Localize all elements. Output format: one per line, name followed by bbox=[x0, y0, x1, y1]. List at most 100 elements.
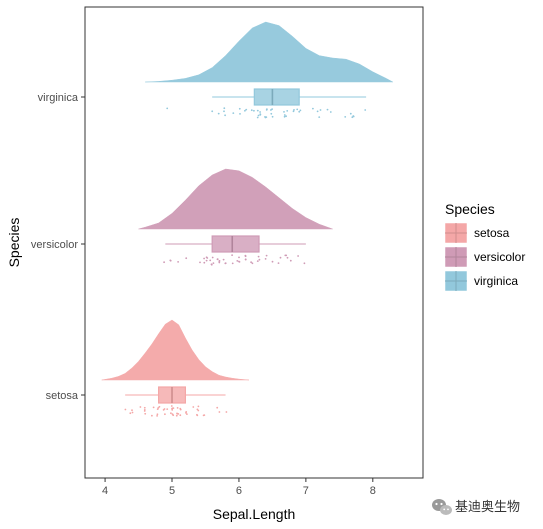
box-versicolor bbox=[211, 235, 260, 253]
point-virginica bbox=[250, 109, 253, 112]
point-setosa bbox=[172, 407, 175, 409]
point-versicolor bbox=[199, 261, 201, 264]
wechat-icon bbox=[432, 499, 452, 515]
point-virginica bbox=[259, 111, 261, 113]
legend-label-versicolor: versicolor bbox=[474, 250, 525, 264]
point-virginica bbox=[293, 109, 295, 111]
point-versicolor bbox=[277, 262, 280, 264]
point-setosa bbox=[197, 405, 200, 408]
point-versicolor bbox=[222, 258, 225, 261]
point-virginica bbox=[244, 109, 246, 112]
point-setosa bbox=[129, 412, 132, 415]
point-versicolor bbox=[205, 259, 208, 262]
point-virginica bbox=[298, 110, 301, 113]
point-virginica bbox=[326, 108, 329, 111]
point-versicolor bbox=[256, 260, 259, 262]
point-versicolor bbox=[206, 257, 209, 259]
point-setosa bbox=[139, 406, 142, 408]
point-virginica bbox=[316, 110, 319, 113]
point-virginica bbox=[318, 116, 321, 118]
point-setosa bbox=[144, 412, 147, 415]
point-versicolor bbox=[238, 260, 240, 263]
x-axis-title: Sepal.Length bbox=[213, 506, 296, 522]
point-virginica bbox=[211, 110, 214, 113]
point-virginica bbox=[299, 109, 302, 112]
legend-title: Species bbox=[445, 201, 495, 217]
watermark-text: 基迪奥生物 bbox=[455, 500, 520, 515]
point-setosa bbox=[179, 407, 182, 410]
point-setosa bbox=[176, 412, 179, 415]
point-setosa bbox=[171, 413, 174, 416]
point-versicolor bbox=[218, 260, 221, 262]
point-virginica bbox=[364, 109, 367, 111]
density-layer bbox=[101, 21, 394, 381]
legend-label-virginica: virginica bbox=[474, 274, 518, 288]
point-virginica bbox=[239, 113, 241, 115]
point-setosa bbox=[202, 414, 205, 417]
point-setosa bbox=[196, 408, 199, 411]
y-tick-label: virginica bbox=[38, 92, 79, 104]
point-virginica bbox=[257, 114, 260, 117]
point-virginica bbox=[253, 109, 255, 112]
point-versicolor bbox=[163, 261, 166, 264]
plot-panel-border bbox=[84, 6, 424, 479]
point-versicolor bbox=[210, 263, 213, 266]
point-virginica bbox=[344, 116, 347, 118]
point-versicolor bbox=[224, 262, 227, 265]
point-setosa bbox=[225, 411, 228, 413]
point-setosa bbox=[152, 406, 155, 409]
point-versicolor bbox=[297, 255, 299, 257]
point-setosa bbox=[151, 414, 153, 417]
x-tick-label: 6 bbox=[236, 485, 242, 497]
point-virginica bbox=[166, 107, 169, 110]
point-setosa bbox=[143, 409, 146, 411]
density-versicolor bbox=[138, 168, 333, 230]
point-virginica bbox=[283, 115, 286, 118]
point-virginica bbox=[256, 109, 259, 112]
y-tick-label: setosa bbox=[46, 390, 79, 402]
point-virginica bbox=[224, 114, 227, 117]
point-virginica bbox=[256, 116, 259, 119]
point-versicolor bbox=[218, 261, 221, 264]
point-virginica bbox=[245, 108, 248, 111]
point-setosa bbox=[164, 413, 166, 416]
point-versicolor bbox=[177, 261, 180, 263]
point-versicolor bbox=[231, 254, 234, 256]
point-virginica bbox=[266, 108, 268, 111]
point-versicolor bbox=[285, 254, 288, 257]
point-virginica bbox=[319, 109, 322, 111]
point-setosa bbox=[185, 412, 187, 414]
point-virginica bbox=[296, 108, 299, 111]
point-virginica bbox=[351, 116, 354, 119]
point-virginica bbox=[223, 107, 226, 110]
point-virginica bbox=[283, 111, 285, 113]
density-virginica bbox=[145, 21, 394, 83]
x-tick-label: 7 bbox=[303, 485, 309, 497]
x-tick-label: 8 bbox=[370, 485, 376, 497]
point-setosa bbox=[131, 411, 134, 414]
point-versicolor bbox=[265, 254, 268, 257]
point-versicolor bbox=[216, 258, 219, 261]
point-setosa bbox=[156, 413, 159, 416]
point-setosa bbox=[170, 412, 172, 415]
point-versicolor bbox=[257, 255, 260, 258]
point-versicolor bbox=[251, 262, 254, 265]
point-setosa bbox=[158, 405, 161, 408]
point-versicolor bbox=[236, 260, 239, 262]
point-versicolor bbox=[264, 258, 267, 260]
point-setosa bbox=[218, 411, 221, 413]
point-virginica bbox=[270, 109, 272, 111]
point-versicolor bbox=[303, 262, 306, 265]
box-layer bbox=[125, 88, 367, 404]
point-versicolor bbox=[271, 260, 274, 263]
point-virginica bbox=[352, 115, 355, 117]
point-setosa bbox=[124, 408, 127, 411]
point-virginica bbox=[292, 110, 295, 113]
point-virginica bbox=[270, 112, 273, 115]
point-virginica bbox=[217, 112, 220, 115]
point-setosa bbox=[156, 415, 159, 417]
y-axis-title: Species bbox=[6, 218, 22, 268]
point-setosa bbox=[143, 406, 146, 409]
point-versicolor bbox=[169, 259, 172, 262]
point-versicolor bbox=[212, 262, 215, 264]
